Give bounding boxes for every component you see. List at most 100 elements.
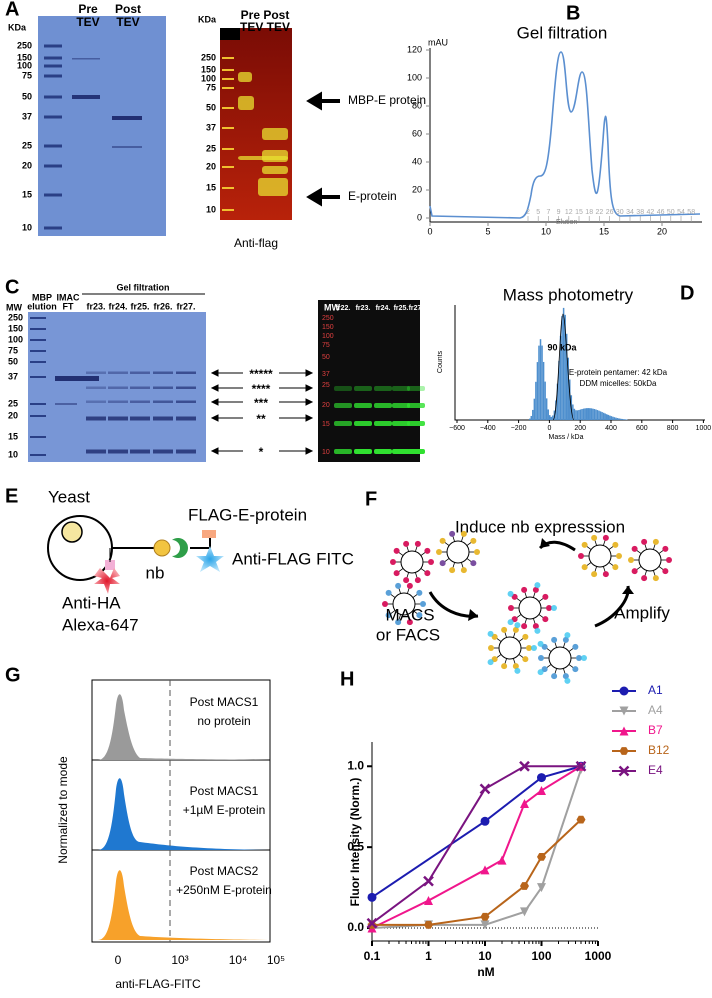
decoration: [609, 415, 611, 420]
fraction-label: 5: [536, 209, 540, 216]
label: FLAG-E-protein: [188, 505, 307, 524]
lane-label: FT: [63, 301, 74, 311]
data-point: [519, 798, 529, 808]
group-label: Gel filtration: [116, 282, 169, 292]
decoration: [374, 421, 392, 426]
decoration: [420, 601, 426, 607]
condition-label: +1µM E-protein: [183, 803, 266, 817]
decoration: [243, 396, 279, 408]
decoration: [44, 95, 62, 99]
ladder-label: 15: [22, 189, 32, 199]
x-tick-label: 5: [485, 226, 490, 236]
ladder-label: 25: [206, 143, 216, 153]
decoration: [460, 567, 467, 574]
decoration: [407, 403, 425, 408]
x-tick-label: 15: [599, 226, 609, 236]
decoration: [55, 403, 77, 405]
decoration: [424, 570, 431, 577]
decoration: [222, 127, 234, 129]
decoration: [44, 164, 62, 168]
decoration: [429, 51, 701, 219]
decoration: [512, 626, 519, 633]
decoration: [551, 605, 557, 611]
decoration: [30, 403, 46, 405]
fraction-label: 22: [596, 209, 604, 216]
decoration: [30, 361, 46, 363]
decoration: [196, 546, 224, 572]
decoration: [544, 381, 546, 420]
fraction-label: 18: [585, 209, 593, 216]
x-tick-label: 10: [478, 949, 492, 963]
legend-marker: [619, 706, 629, 716]
decoration: [542, 593, 549, 600]
decoration: [105, 560, 115, 570]
decoration: [545, 398, 548, 420]
decoration: [400, 550, 424, 574]
decoration: [618, 418, 620, 420]
fraction-label: 34: [626, 209, 634, 216]
decoration: [569, 379, 571, 420]
decoration: [607, 414, 610, 420]
decoration: [262, 166, 288, 174]
decoration: [631, 568, 638, 575]
decoration: [616, 553, 622, 559]
decoration: [592, 408, 594, 420]
decoration: [238, 72, 252, 82]
label: Alexa-647: [62, 615, 139, 634]
band-marker: *: [259, 445, 264, 459]
ladder-label: 100: [8, 334, 23, 344]
data-point: [537, 883, 546, 893]
decoration: [108, 400, 128, 403]
decoration: [44, 115, 62, 119]
legend-label: B7: [648, 723, 663, 737]
decoration: [190, 538, 211, 549]
decoration: [641, 575, 648, 582]
y-tick-label: 60: [412, 128, 422, 138]
decoration: [612, 564, 619, 571]
decoration: [392, 421, 410, 426]
decoration: [565, 333, 568, 420]
condition-label: +250nM E-protein: [176, 883, 272, 897]
lane-label: fr25.: [130, 301, 149, 311]
band-marker: *****: [249, 367, 273, 381]
decoration: [222, 57, 234, 59]
decoration: [30, 415, 46, 417]
x-tick-label: −600: [449, 425, 465, 432]
x-tick-label: −200: [511, 425, 527, 432]
decoration: [514, 622, 521, 629]
decoration: [395, 619, 402, 626]
decoration: [30, 317, 46, 319]
y-tick-label: 40: [412, 156, 422, 166]
decoration: [535, 381, 537, 420]
ladder-label: 100: [17, 60, 32, 70]
decoration: [222, 69, 234, 71]
decoration: [44, 144, 62, 148]
decoration: [501, 663, 508, 670]
x-tick-label: 1000: [585, 949, 612, 963]
mw-label: MW: [6, 302, 22, 312]
lane-label: fr23.: [86, 301, 105, 311]
decoration: [662, 545, 669, 552]
decoration: [86, 371, 106, 374]
decoration: [541, 345, 543, 420]
y-tick-label: 120: [407, 44, 422, 54]
decoration: [622, 586, 634, 594]
decoration: [385, 612, 392, 619]
decoration: [555, 400, 557, 420]
lane-label: elution: [27, 301, 57, 311]
decoration: [334, 386, 352, 391]
decoration: [414, 577, 421, 584]
decoration: [222, 78, 234, 80]
decoration: [628, 557, 634, 563]
legend-marker: [619, 747, 629, 755]
decoration: [393, 570, 400, 577]
decoration: [222, 166, 234, 168]
decoration: [222, 187, 234, 189]
axis-title: Normalized to mode: [56, 756, 70, 864]
annotation: Elution: [556, 219, 578, 226]
ladder-label: 37: [206, 122, 216, 132]
data-point: [423, 875, 434, 887]
decoration: [130, 386, 150, 389]
decoration: [532, 409, 534, 420]
decoration: [488, 645, 494, 651]
